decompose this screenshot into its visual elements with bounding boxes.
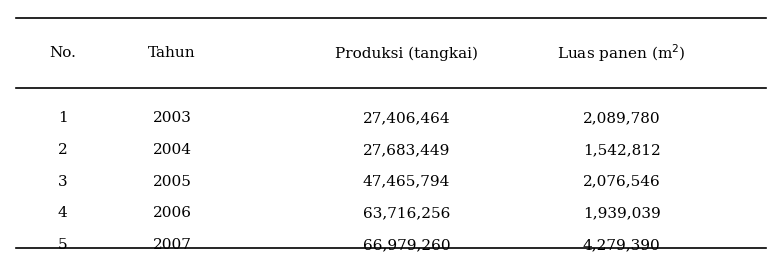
- Text: 2006: 2006: [152, 206, 192, 220]
- Text: 2005: 2005: [152, 174, 192, 189]
- Text: 2,076,546: 2,076,546: [583, 174, 661, 189]
- Text: 1,939,039: 1,939,039: [583, 206, 661, 220]
- Text: 1: 1: [58, 111, 67, 125]
- Text: 47,465,794: 47,465,794: [363, 174, 450, 189]
- Text: Produksi (tangkai): Produksi (tangkai): [335, 46, 478, 60]
- Text: No.: No.: [49, 46, 76, 60]
- Text: 5: 5: [58, 238, 67, 252]
- Text: 27,683,449: 27,683,449: [363, 143, 450, 157]
- Text: 63,716,256: 63,716,256: [363, 206, 450, 220]
- Text: 2007: 2007: [152, 238, 192, 252]
- Text: 27,406,464: 27,406,464: [363, 111, 450, 125]
- Text: 2004: 2004: [152, 143, 192, 157]
- Text: 2,089,780: 2,089,780: [583, 111, 661, 125]
- Text: 3: 3: [58, 174, 67, 189]
- Text: 66,979,260: 66,979,260: [363, 238, 450, 252]
- Text: 2: 2: [58, 143, 67, 157]
- Text: 1,542,812: 1,542,812: [583, 143, 661, 157]
- Text: 4,279,390: 4,279,390: [583, 238, 661, 252]
- Text: Tahun: Tahun: [149, 46, 196, 60]
- Text: 4: 4: [58, 206, 67, 220]
- Text: Luas panen (m$^2$): Luas panen (m$^2$): [558, 42, 686, 64]
- Text: 2003: 2003: [152, 111, 192, 125]
